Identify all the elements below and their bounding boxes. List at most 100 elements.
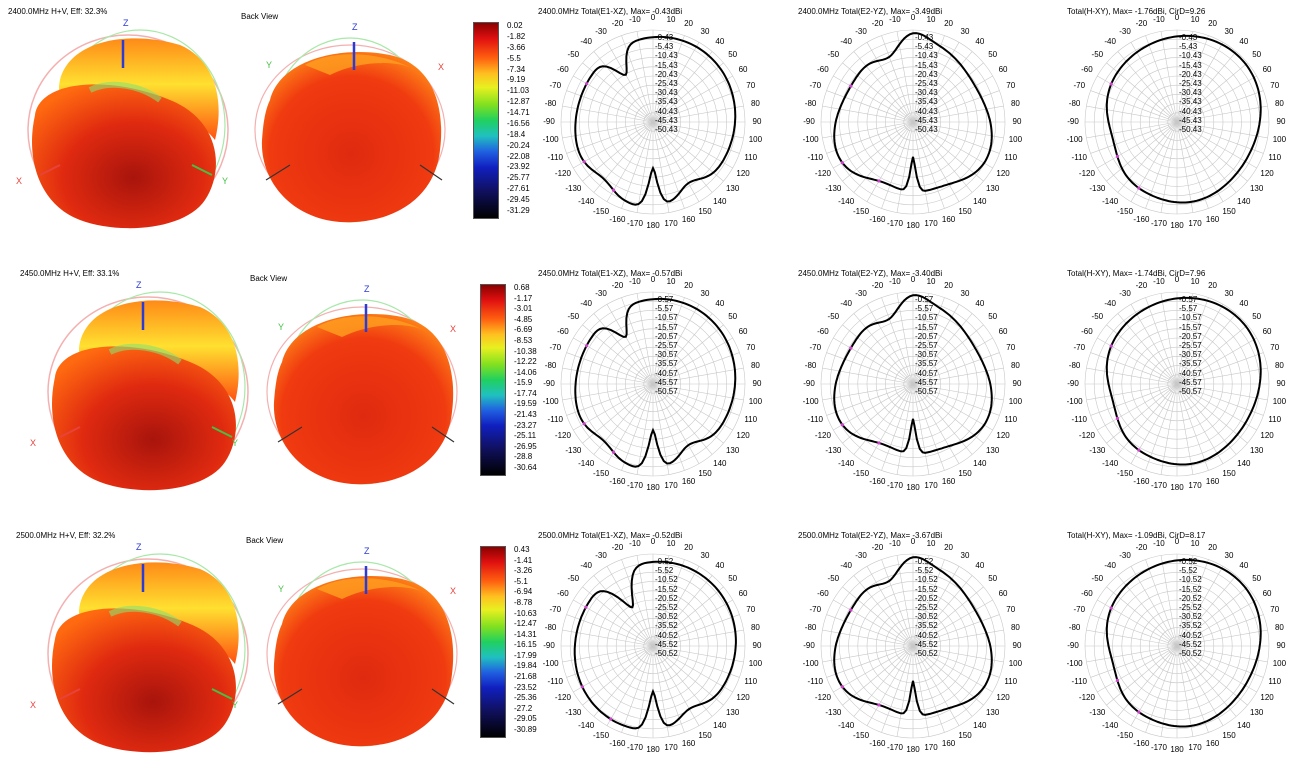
polar-grid-spoke — [1176, 121, 1264, 154]
polar-grid-spoke — [912, 586, 984, 647]
polar-grid-spoke — [1176, 31, 1194, 123]
polar-marker — [1115, 678, 1120, 683]
polar-grid-spoke — [1176, 599, 1257, 647]
polar-grid-spoke — [1090, 645, 1178, 678]
color-scale-tick: -6.94 — [514, 587, 533, 597]
pattern-3d-back — [266, 561, 458, 747]
polar-angle-tick: -40 — [840, 37, 852, 47]
polar-grid-spoke — [652, 121, 724, 182]
polar-ring-label: -10.52 — [655, 575, 678, 585]
polar-grid-spoke — [912, 121, 930, 213]
polar-grid-spoke — [606, 304, 654, 385]
z-axis-label: Z — [352, 22, 358, 32]
polar-angle-tick: -20 — [1135, 19, 1148, 29]
polar-ring-label: -10.57 — [1179, 313, 1202, 323]
polar-angle-tick: -140 — [1102, 720, 1119, 730]
polar-angle-tick: -170 — [626, 743, 643, 753]
polar-grid-spoke — [593, 51, 654, 123]
polar-marker — [580, 685, 584, 689]
polar-ring-label: -10.57 — [915, 313, 938, 323]
polar-ring-label: -5.43 — [1179, 42, 1198, 52]
polar-angle-tick: 80 — [750, 622, 760, 632]
polar-grid-spoke — [562, 645, 654, 663]
polar-ring-label: -15.57 — [1179, 322, 1202, 332]
polar-title: 2400.0MHz Total(E1-XZ), Max= -0.43dBi — [538, 7, 683, 16]
polar-grid-spoke — [652, 352, 740, 385]
polar-angle-tick: -110 — [547, 152, 563, 162]
polar-ring-label: -35.43 — [915, 97, 938, 107]
polar-angle-tick: 170 — [924, 481, 938, 491]
polar-angle-tick: -140 — [578, 458, 595, 468]
polar-grid-spoke — [1176, 645, 1248, 706]
polar-angle-tick: 20 — [1208, 281, 1218, 291]
polar-ring-label: -15.43 — [915, 60, 938, 70]
polar-title: Total(H-XY), Max= -1.09dBi, CirD=8.17 — [1067, 531, 1206, 540]
polar-angle-tick: -20 — [1135, 543, 1148, 553]
polar-grid-spoke — [652, 121, 740, 154]
polar-angle-tick: -50 — [567, 312, 580, 322]
polar-ring-label: -10.43 — [655, 51, 678, 61]
polar-angle-tick: 160 — [1205, 738, 1220, 748]
polar-angle-tick: 10 — [1190, 538, 1200, 548]
polar-grid-spoke — [1086, 367, 1178, 385]
polar-grid-spoke — [652, 90, 740, 123]
polar-angle-tick: 150 — [958, 731, 972, 741]
polar-angle-tick: 80 — [1010, 622, 1020, 632]
color-scale-tick: 0.02 — [507, 21, 523, 30]
polar-grid-spoke — [912, 121, 1004, 139]
color-scale-bar — [473, 22, 499, 219]
polar-angle-tick: -130 — [1089, 445, 1106, 455]
pattern-3d-front — [47, 291, 249, 491]
polar-angle-tick: -90 — [1067, 379, 1079, 388]
polar-angle-tick: 60 — [1262, 327, 1272, 336]
polar-angle-tick: 130 — [1249, 183, 1264, 193]
polar-angle-tick: 30 — [960, 550, 970, 560]
polar-ring-label: -30.52 — [1179, 612, 1202, 622]
polar-grid-spoke — [652, 121, 713, 193]
polar-angle-tick: 170 — [924, 219, 938, 229]
polar-angle-tick: 60 — [1262, 589, 1272, 598]
polar-grid-spoke — [881, 121, 914, 209]
polar-angle-tick: -30 — [1119, 26, 1131, 36]
polar-ring-label: -25.43 — [1179, 79, 1202, 88]
y-axis-line — [211, 688, 233, 700]
polar-angle-tick: -90 — [543, 641, 555, 650]
polar-angle-tick: 0 — [1174, 537, 1180, 546]
polar-grid-spoke — [912, 75, 993, 123]
polar-angle-tick: -160 — [609, 476, 626, 486]
color-scale-tick: -1.82 — [507, 31, 526, 41]
polar-grid-spoke — [652, 293, 670, 385]
polar-grid-spoke — [912, 599, 993, 647]
pattern-highlight — [108, 343, 182, 365]
polar-grid-spoke — [912, 645, 930, 737]
polar-grid-spoke — [853, 121, 914, 193]
polar-angle-tick: 180 — [906, 483, 920, 492]
polar-grid-spoke — [1176, 383, 1264, 416]
polar-grid-spoke — [1160, 31, 1178, 123]
polar-angle-tick: -80 — [804, 98, 817, 108]
polar-grid-spoke — [566, 121, 654, 154]
color-scale-tick: -26.95 — [514, 441, 537, 451]
polar-angle-tick: 80 — [1274, 622, 1284, 632]
polar-ring-label: -50.57 — [915, 387, 938, 396]
polar-angle-tick: -130 — [825, 183, 842, 193]
polar-grid-spoke — [912, 383, 930, 475]
polar-grid-spoke — [1176, 383, 1257, 431]
polar-angle-tick: 100 — [1272, 135, 1287, 145]
polar-angle-tick: -110 — [807, 152, 823, 162]
polar-marker — [1137, 710, 1141, 714]
polar-grid-spoke — [881, 35, 914, 123]
polar-ring-label: -45.57 — [655, 377, 678, 387]
polar-grid-spoke — [912, 645, 1004, 663]
polar-angle-tick: 10 — [666, 276, 676, 286]
polar-angle-tick: 80 — [1274, 360, 1284, 370]
polar-angle-tick: -20 — [1135, 281, 1148, 291]
polar-grid-spoke — [1176, 313, 1237, 385]
color-scale-tick: -30.89 — [514, 725, 537, 734]
polar-angle-tick: 40 — [1239, 37, 1249, 47]
polar-angle-tick: 30 — [700, 288, 710, 298]
polar-grid-spoke — [1117, 121, 1178, 193]
polar-angle-tick: -120 — [554, 693, 571, 702]
polar-marker — [849, 346, 853, 350]
polar-angle-tick: -170 — [886, 481, 903, 491]
